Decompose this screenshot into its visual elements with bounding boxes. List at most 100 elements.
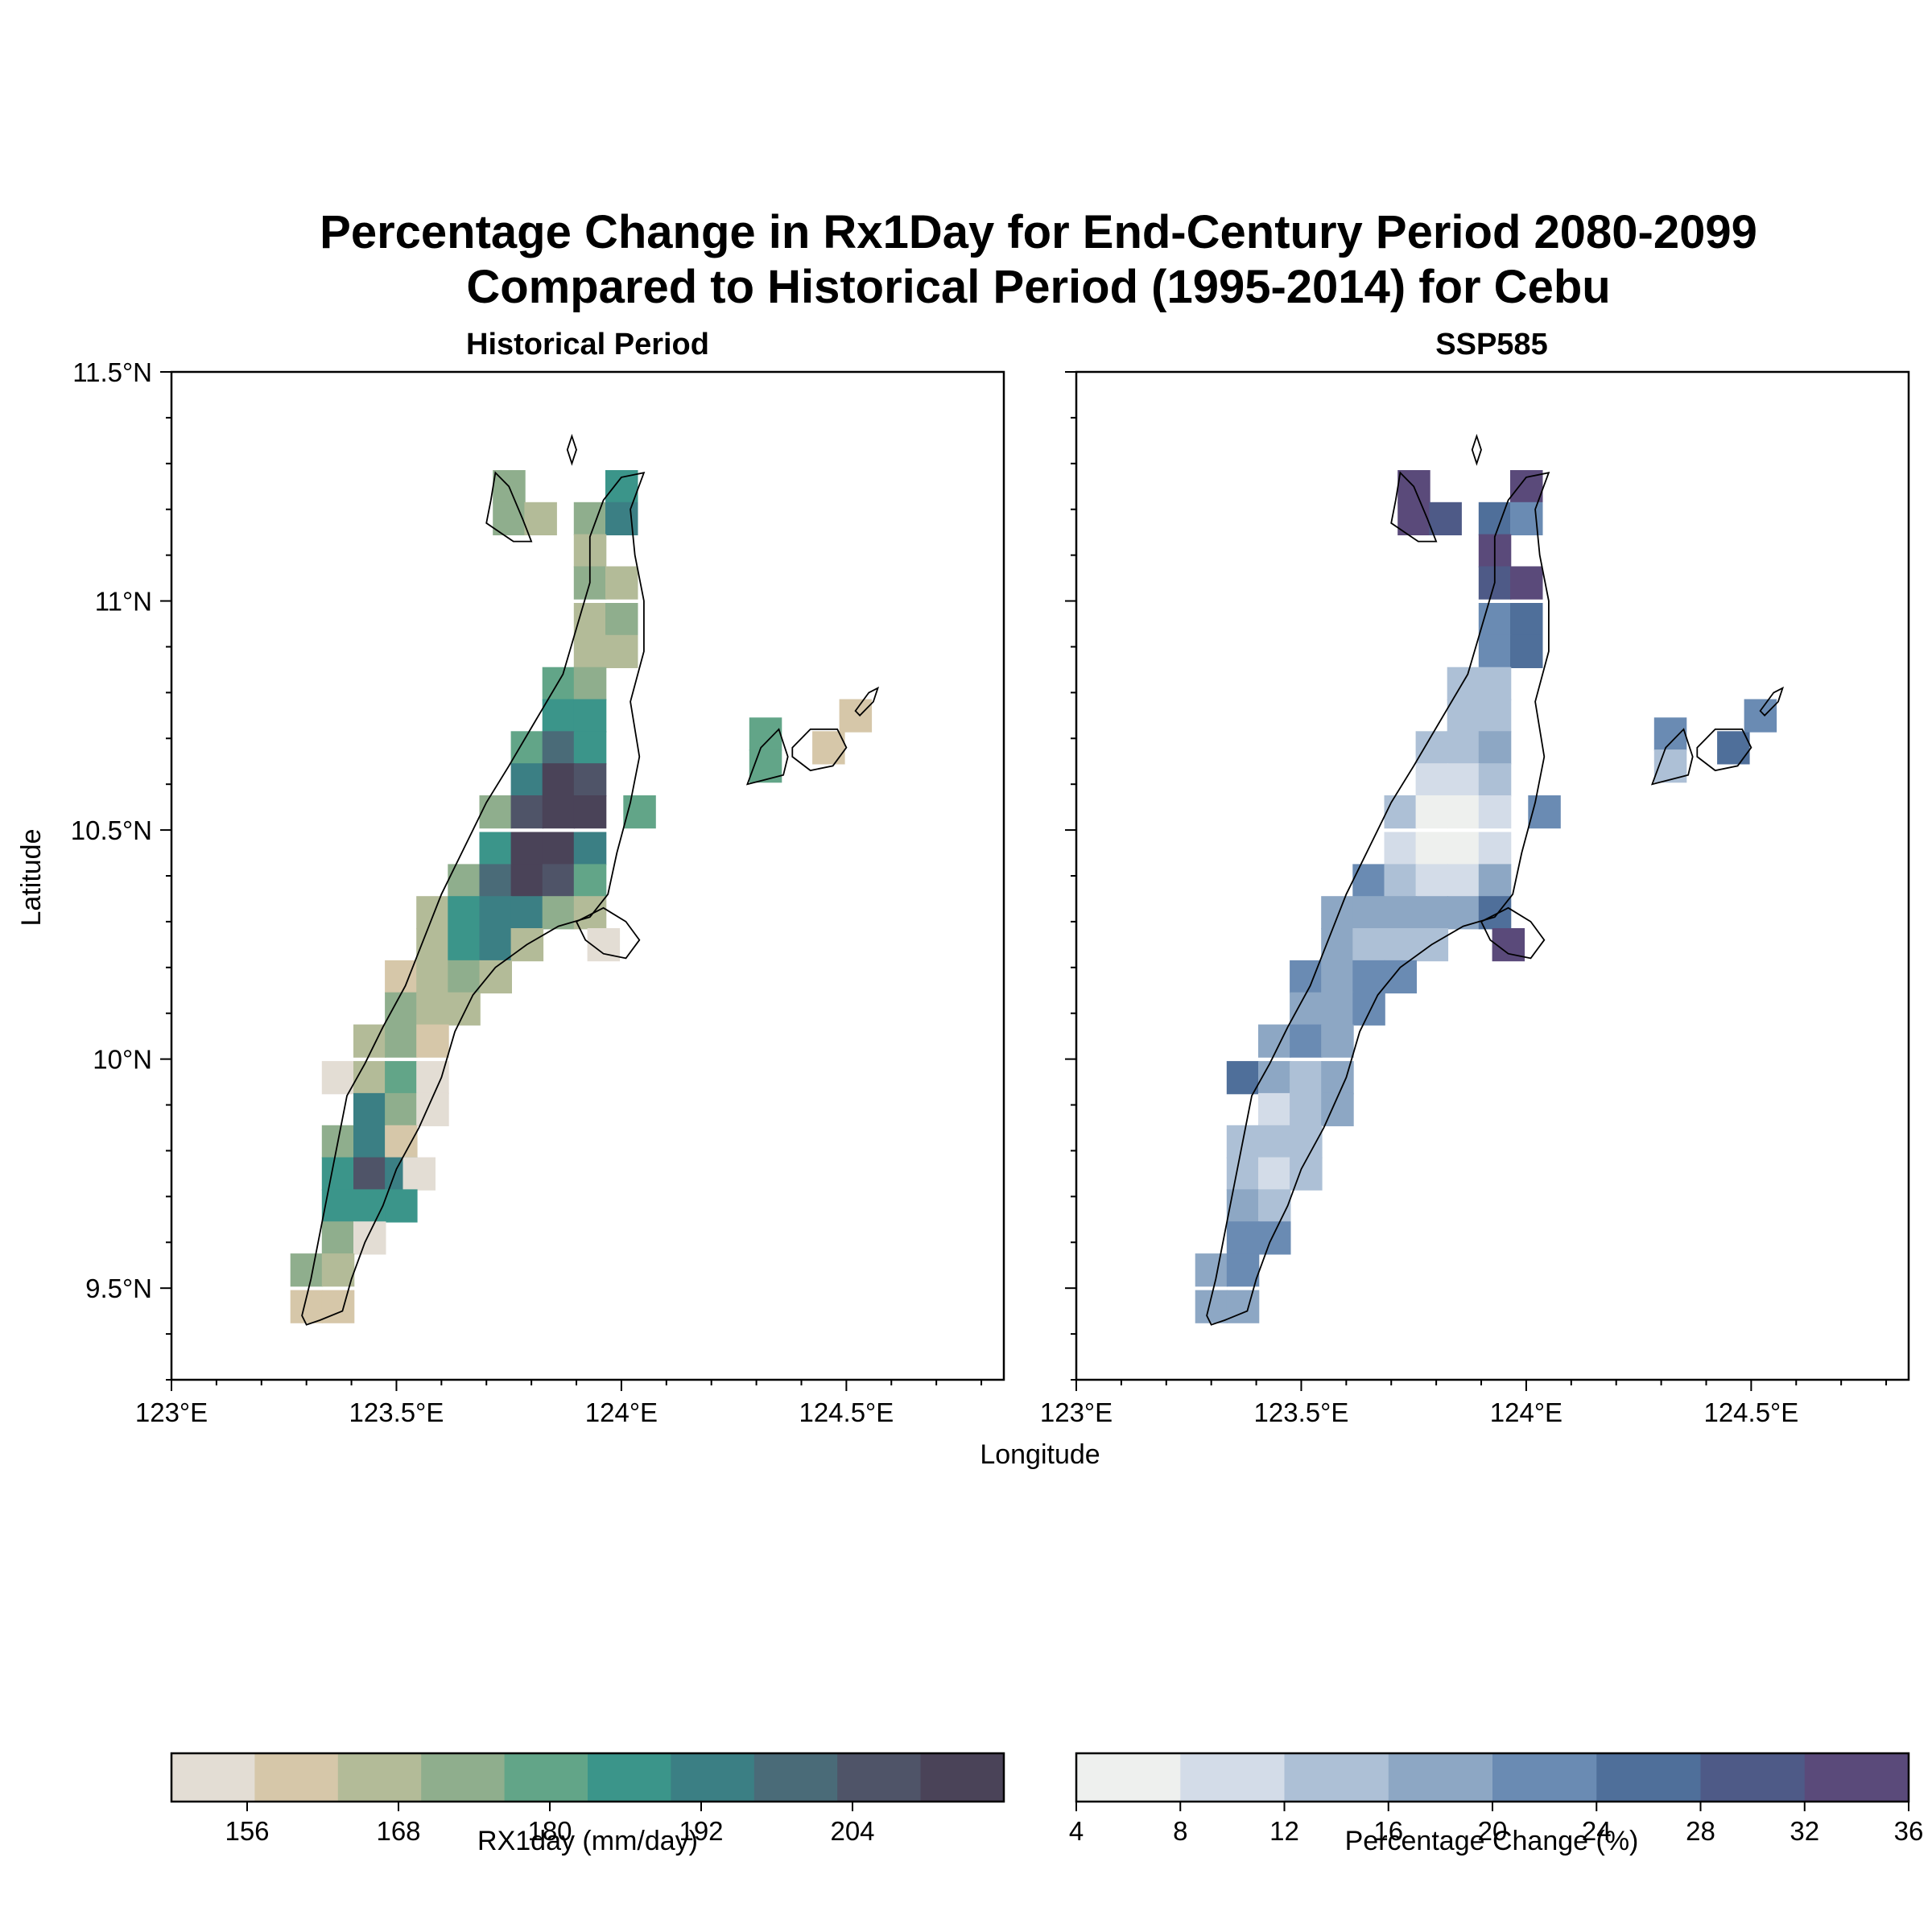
grid-cell [1290, 1125, 1323, 1158]
colorbar-swatch [504, 1753, 588, 1802]
grid-cell [1447, 763, 1480, 797]
grid-cell [1226, 1253, 1260, 1287]
grid-cell [1510, 603, 1543, 637]
grid-cell [448, 992, 481, 1026]
grid-cell [542, 699, 576, 733]
colorbar-tick-label: 36 [1894, 1816, 1924, 1846]
grid-cell [1447, 795, 1480, 829]
grid-cell [542, 731, 576, 765]
grid-cell [1653, 717, 1687, 751]
colorbar-tick-label: 28 [1686, 1816, 1715, 1846]
grid-cell [1415, 896, 1449, 930]
island-outline [1206, 471, 1550, 1326]
grid-cell [1226, 1189, 1260, 1223]
lon-tick-label: 123.5°E [349, 1397, 444, 1427]
island-outline [301, 471, 646, 1326]
grid-cell [573, 699, 607, 733]
grid-cell [1510, 634, 1543, 668]
grid-cell [1384, 928, 1417, 962]
grid-cell [321, 1061, 355, 1095]
grid-cell [542, 763, 576, 797]
grid-cell [812, 731, 845, 765]
grid-cell [1478, 763, 1512, 797]
colorbar-tick-label: 8 [1173, 1816, 1187, 1846]
grid-cell [1352, 896, 1385, 930]
y-axis-label: Latitude [16, 829, 47, 927]
historical-map-panel: Historical Period 123°E 123.5°E 124°E 124.5… [71, 328, 1005, 1427]
grid-cell [479, 864, 512, 898]
island-outline [1650, 728, 1694, 786]
colorbar-swatch [1596, 1753, 1702, 1802]
grid-cell [1258, 1024, 1291, 1058]
colorbar-swatch [1076, 1753, 1181, 1802]
colorbar-tick-label: 24 [1582, 1816, 1612, 1846]
grid-cell [1226, 1221, 1260, 1255]
grid-cell [353, 1092, 386, 1127]
grid-cell [385, 1024, 418, 1058]
island-outline [1480, 906, 1546, 960]
grid-cell [353, 1125, 386, 1158]
colorbar-tick-label: 156 [225, 1816, 269, 1846]
grid-cell [353, 1061, 386, 1095]
grid-cell [573, 634, 607, 668]
colorbar-swatch [588, 1753, 671, 1802]
colorbar-swatch [254, 1753, 339, 1802]
grid-cell [1226, 1290, 1260, 1323]
grid-cell [1510, 566, 1543, 600]
lon-tick-label: 124.5°E [799, 1397, 894, 1427]
grid-cell [1321, 896, 1354, 930]
grid-cell [1478, 864, 1512, 898]
grid-cell [1290, 1092, 1323, 1127]
grid-cell [1352, 864, 1385, 898]
grid-cell [542, 864, 576, 898]
grid-cell [479, 960, 512, 994]
grid-cell [1429, 502, 1462, 535]
grid-cell [1384, 795, 1417, 829]
ssp585-grid-cells [1195, 470, 1777, 1323]
grid-cell [542, 667, 576, 700]
lon-tick-label: 124°E [1490, 1397, 1563, 1427]
grid-cell [1352, 992, 1385, 1026]
historical-grid-cells [290, 470, 873, 1323]
grid-cell [1384, 960, 1417, 994]
grid-cell [448, 960, 481, 994]
grid-cell [1717, 731, 1750, 765]
grid-cell [1478, 795, 1512, 829]
colorbar-frame [170, 1752, 1005, 1803]
lon-tick-label: 123.5°E [1254, 1397, 1349, 1427]
grid-cell [1528, 795, 1561, 829]
grid-cell [524, 502, 557, 535]
ssp585-coastline [1206, 433, 1785, 1326]
grid-cell [1384, 832, 1417, 865]
lon-tick-label: 124.5°E [1703, 1397, 1798, 1427]
grid-cell [385, 1189, 418, 1223]
ssp585-axis-ticks: 123°E 123.5°E 124°E 124.5°E [1040, 371, 1888, 1427]
island-outline [791, 729, 848, 772]
grid-cell [510, 832, 544, 865]
historical-panel-title: Historical Period [466, 328, 709, 361]
lat-tick-label: 9.5°N [85, 1274, 152, 1303]
grid-cell [1384, 896, 1417, 930]
grid-cell [353, 1189, 386, 1223]
grid-cell [479, 795, 512, 829]
grid-cell [1321, 960, 1354, 994]
island-outline [1471, 433, 1482, 466]
colorbar-tick-label: 180 [527, 1816, 572, 1846]
ssp585-colorbar: Percentage Change (%) 4 8 12 16 20 24 28 32 36 [1069, 1752, 1924, 1856]
colorbar-tick-label: 32 [1790, 1816, 1819, 1846]
grid-cell [385, 1061, 418, 1095]
grid-cell [573, 896, 607, 930]
grid-cell [605, 603, 638, 637]
grid-cell [1478, 699, 1512, 733]
grid-cell [510, 864, 544, 898]
island-outline [575, 906, 641, 960]
grid-cell [1226, 1061, 1260, 1095]
grid-cell [321, 1157, 355, 1191]
lat-tick-label: 10.5°N [71, 815, 152, 845]
grid-cell [1415, 864, 1449, 898]
colorbar-swatch [1492, 1753, 1597, 1802]
colorbar-swatch [920, 1753, 1005, 1802]
colorbar-swatch [837, 1753, 922, 1802]
colorbar-swatch [1388, 1753, 1493, 1802]
